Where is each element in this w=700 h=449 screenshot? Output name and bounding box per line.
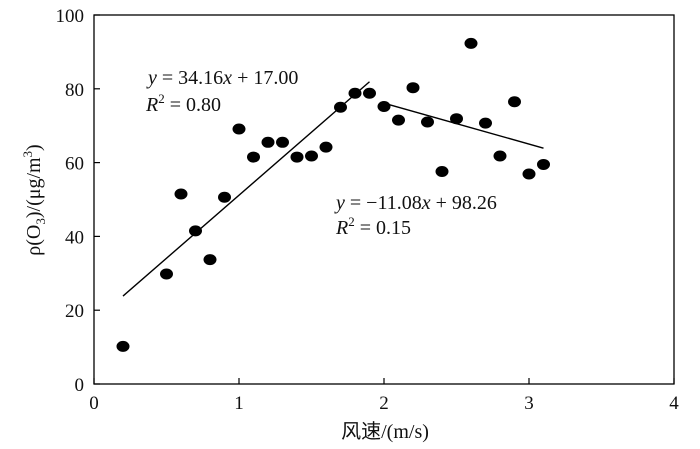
data-point	[232, 123, 246, 135]
y-axis-title-suffix: )	[23, 144, 45, 151]
fit-equation-2-rhs: = −11.08	[345, 192, 422, 214]
fit-r2-1-r: R	[145, 94, 158, 116]
data-point	[174, 188, 188, 200]
data-point	[319, 141, 333, 153]
fit-r2-2-rest: = 0.15	[355, 217, 411, 239]
data-point	[363, 87, 376, 99]
data-point	[406, 82, 420, 94]
data-point	[479, 117, 492, 129]
x-tick-label: 2	[379, 393, 389, 414]
data-point	[508, 96, 521, 108]
y-tick-label: 20	[65, 301, 84, 322]
data-point	[189, 225, 202, 237]
y-axis-title-middle: )/(μg/m	[23, 157, 45, 218]
data-point	[377, 101, 391, 113]
y-tick-label: 100	[56, 6, 85, 27]
data-point	[261, 136, 275, 148]
y-axis-title-sup: 3	[20, 151, 35, 158]
fit-equation-2-y: y	[334, 192, 345, 214]
fit-r2-2-sup: 2	[348, 214, 355, 229]
data-point	[348, 87, 362, 99]
data-point	[421, 116, 434, 128]
fit-lines	[122, 81, 544, 297]
fit-r2-1-rest: = 0.80	[165, 94, 221, 116]
data-point	[218, 191, 231, 203]
data-point	[247, 151, 260, 163]
y-axis-title-prefix: ρ(O	[23, 225, 45, 256]
data-point	[392, 114, 405, 126]
fit-equation-2-tail: + 98.26	[431, 192, 497, 214]
fit-equation-1-rhs: = 34.16	[157, 67, 223, 89]
data-point	[276, 136, 289, 148]
fit-r2-2-r: R	[335, 217, 348, 239]
fit-equation-1-x: x	[222, 67, 232, 89]
data-points	[116, 37, 550, 352]
fit-r2-2: R2 = 0.15	[335, 214, 411, 239]
x-tick-label: 4	[669, 393, 679, 414]
fit-equation-2: y = −11.08x + 98.26	[334, 192, 497, 214]
data-point	[203, 254, 217, 266]
data-point	[305, 150, 318, 162]
x-tick-label: 1	[234, 393, 244, 414]
data-point	[493, 150, 507, 162]
y-tick-label: 60	[65, 154, 84, 175]
fit-r2-1: R2 = 0.80	[145, 91, 221, 116]
fit-r2-1-sup: 2	[158, 91, 165, 106]
fit-equation-1-tail: + 17.00	[232, 67, 298, 89]
y-tick-label: 40	[65, 227, 84, 248]
data-point	[522, 168, 536, 180]
y-tick-label: 0	[75, 375, 85, 396]
fit-line	[122, 81, 370, 297]
data-point	[334, 101, 347, 113]
data-point	[537, 158, 550, 170]
data-point	[290, 151, 304, 163]
y-axis-title: ρ(O3)/(μg/m3)	[20, 144, 48, 255]
x-axis-title: 风速/(m/s)	[341, 420, 429, 443]
data-point	[464, 37, 478, 49]
y-axis-title-sub: 3	[33, 218, 48, 225]
x-tick-label: 3	[524, 393, 534, 414]
y-tick-label: 80	[65, 80, 84, 101]
fit-equation-2-x: x	[421, 192, 431, 214]
data-point	[160, 268, 173, 280]
x-tick-label: 0	[89, 393, 99, 414]
fit-equation-1-y: y	[146, 67, 157, 89]
data-point	[116, 340, 130, 352]
fit-line	[383, 102, 544, 149]
data-point	[435, 165, 449, 177]
data-point	[450, 113, 463, 125]
fit-equation-1: y = 34.16x + 17.00	[146, 67, 298, 89]
